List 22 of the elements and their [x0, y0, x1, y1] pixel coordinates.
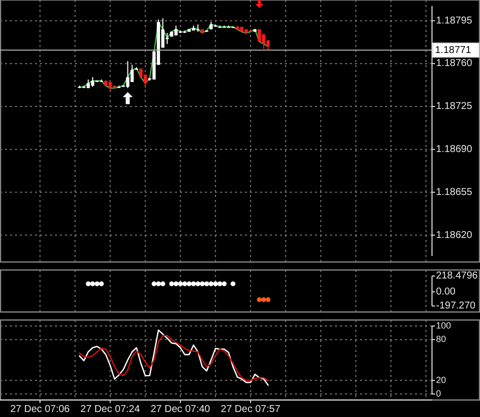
y-tick-label: 1.18795 [436, 15, 473, 26]
y-tick-label: 1.18655 [436, 186, 473, 198]
y-tick-label: 0.00 [436, 286, 456, 298]
x-tick-label: 27 Dec 07:40 [150, 404, 211, 415]
y-tick-label: 1.18690 [436, 144, 473, 156]
y-tick-label: 80 [436, 334, 446, 344]
y-tick-label: 218.4796 [436, 270, 478, 282]
candlestick [174, 25, 178, 36]
line-series [78, 329, 269, 386]
y-tick-label: 20 [436, 374, 446, 385]
x-tick-label: 27 Dec 07:24 [80, 404, 140, 415]
y-tick-label: 1.18725 [436, 101, 473, 112]
y-tick-label: -197.270 [436, 300, 476, 312]
line-series [78, 21, 269, 89]
x-tick-label: 27 Dec 07:57 [220, 404, 281, 415]
y-tick-label: 1.18620 [436, 230, 473, 241]
line-series [78, 334, 269, 382]
y-tick-label: 1.18760 [436, 58, 473, 70]
y-tick-label: 100 [436, 320, 452, 330]
ref-line-label: 1.18771 [435, 44, 472, 56]
x-tick-label: 27 Dec 07:06 [10, 404, 70, 415]
y-tick-label: 0 [436, 388, 442, 398]
